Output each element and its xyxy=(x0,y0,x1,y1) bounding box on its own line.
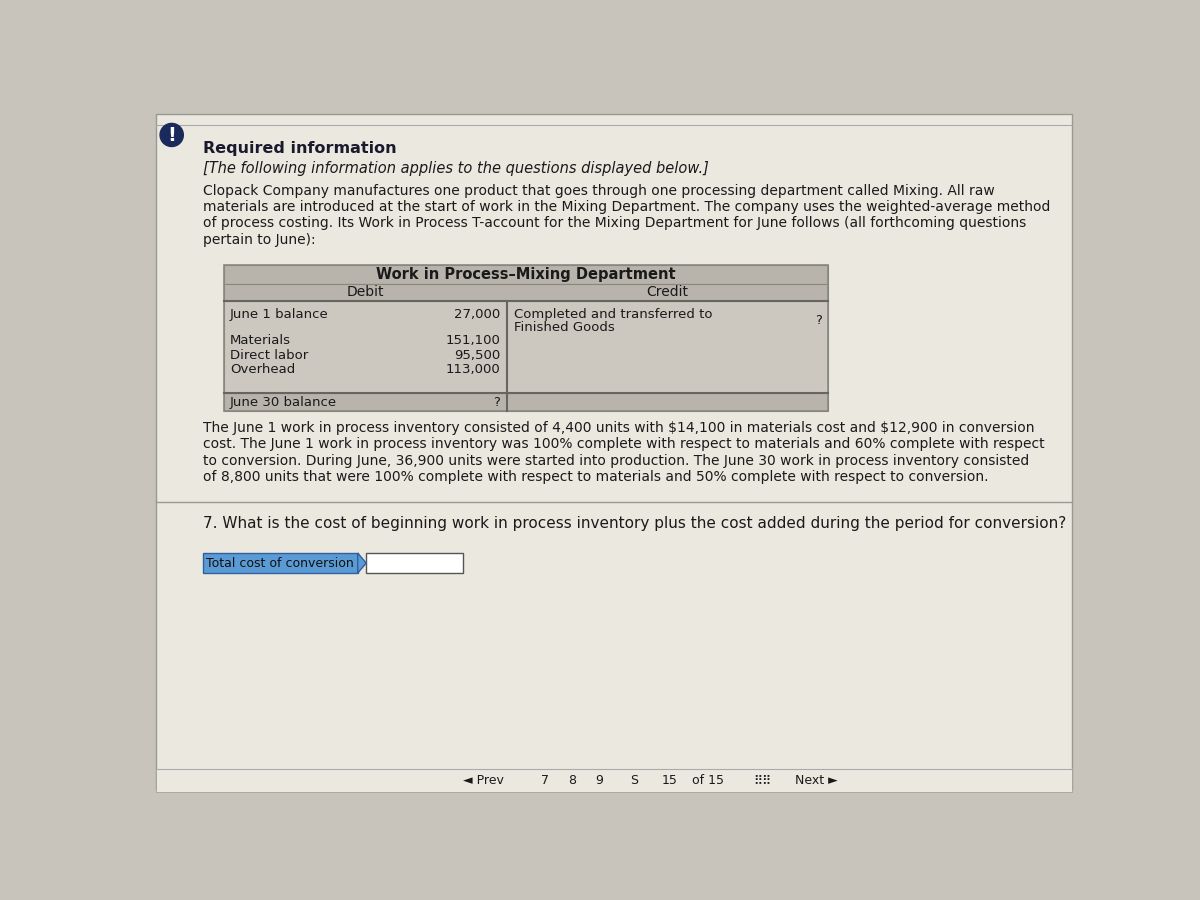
Text: 9: 9 xyxy=(595,774,604,787)
Text: Clopack Company manufactures one product that goes through one processing depart: Clopack Company manufactures one product… xyxy=(203,184,995,198)
Text: cost. The June 1 work in process inventory was 100% complete with respect to mat: cost. The June 1 work in process invento… xyxy=(203,437,1044,452)
FancyBboxPatch shape xyxy=(223,393,828,411)
FancyBboxPatch shape xyxy=(223,284,828,301)
Text: 95,500: 95,500 xyxy=(454,348,500,362)
Text: Overhead: Overhead xyxy=(230,364,295,376)
Text: Finished Goods: Finished Goods xyxy=(515,321,616,334)
Text: ◄ Prev: ◄ Prev xyxy=(463,774,504,787)
Text: June 1 balance: June 1 balance xyxy=(230,308,329,321)
Text: 15: 15 xyxy=(661,774,677,787)
FancyBboxPatch shape xyxy=(156,114,1073,788)
Text: ⠿⠿: ⠿⠿ xyxy=(754,774,772,787)
Text: ?: ? xyxy=(815,314,822,327)
Text: !: ! xyxy=(167,126,176,145)
Text: 7: 7 xyxy=(541,774,550,787)
Text: Completed and transferred to: Completed and transferred to xyxy=(515,308,713,321)
Text: [The following information applies to the questions displayed below.]: [The following information applies to th… xyxy=(203,160,708,176)
Text: materials are introduced at the start of work in the Mixing Department. The comp: materials are introduced at the start of… xyxy=(203,201,1050,214)
FancyBboxPatch shape xyxy=(223,266,828,284)
Text: of 8,800 units that were 100% complete with respect to materials and 50% complet: of 8,800 units that were 100% complete w… xyxy=(203,470,989,484)
Text: Required information: Required information xyxy=(203,141,396,157)
FancyBboxPatch shape xyxy=(203,554,358,573)
Text: 113,000: 113,000 xyxy=(445,364,500,376)
Text: Total cost of conversion: Total cost of conversion xyxy=(206,556,354,570)
Text: The June 1 work in process inventory consisted of 4,400 units with \$14,100 in m: The June 1 work in process inventory con… xyxy=(203,421,1034,436)
Text: Debit: Debit xyxy=(347,285,384,299)
Text: June 30 balance: June 30 balance xyxy=(230,396,337,409)
Text: 151,100: 151,100 xyxy=(445,334,500,347)
Text: of process costing. Its Work in Process T-account for the Mixing Department for : of process costing. Its Work in Process … xyxy=(203,217,1026,230)
Text: 7. What is the cost of beginning work in process inventory plus the cost added d: 7. What is the cost of beginning work in… xyxy=(203,517,1066,531)
Text: Credit: Credit xyxy=(647,285,689,299)
Text: pertain to June):: pertain to June): xyxy=(203,233,316,247)
Circle shape xyxy=(160,123,184,147)
Text: Direct labor: Direct labor xyxy=(230,348,308,362)
Text: S: S xyxy=(630,774,638,787)
FancyBboxPatch shape xyxy=(223,301,828,393)
Text: Work in Process–Mixing Department: Work in Process–Mixing Department xyxy=(376,266,676,282)
Text: 27,000: 27,000 xyxy=(454,308,500,321)
FancyBboxPatch shape xyxy=(156,769,1073,792)
Polygon shape xyxy=(358,554,366,573)
Text: Materials: Materials xyxy=(230,334,290,347)
Text: Next ►: Next ► xyxy=(796,774,838,787)
Text: 8: 8 xyxy=(569,774,576,787)
Text: ?: ? xyxy=(493,396,500,409)
FancyBboxPatch shape xyxy=(366,554,463,573)
Text: of 15: of 15 xyxy=(692,774,724,787)
Text: to conversion. During June, 36,900 units were started into production. The June : to conversion. During June, 36,900 units… xyxy=(203,454,1028,468)
